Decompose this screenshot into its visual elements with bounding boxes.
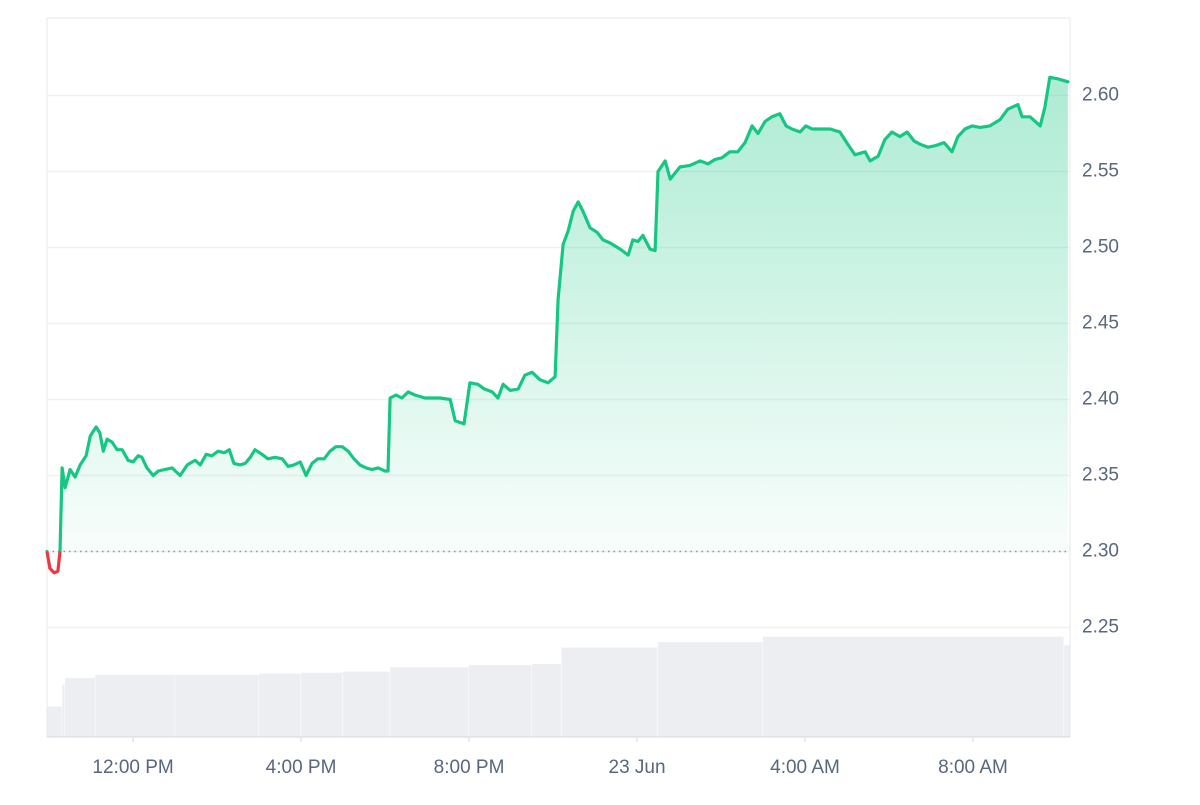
volume-bar (532, 663, 561, 737)
x-tick-label: 23 Jun (609, 757, 666, 778)
volume-bar (469, 665, 532, 737)
x-tick-label: 4:00 AM (770, 757, 840, 778)
volume-bar (65, 678, 95, 737)
x-tick-label: 12:00 PM (92, 757, 173, 778)
plot-layer (45, 75, 1070, 575)
y-tick-label: 2.55 (1082, 161, 1119, 182)
volume-bar (343, 671, 390, 737)
volume-bar (390, 667, 469, 737)
volume-bar (1064, 645, 1070, 737)
y-tick-label: 2.40 (1082, 389, 1119, 410)
y-tick-label: 2.25 (1082, 617, 1119, 638)
volume-bar (658, 642, 763, 737)
y-tick-label: 2.30 (1082, 541, 1119, 562)
y-tick-label: 2.35 (1082, 465, 1119, 486)
volume-bar (62, 684, 65, 737)
volume-bar (47, 706, 62, 737)
x-tick-label: 4:00 PM (266, 757, 337, 778)
volume-bar (763, 636, 1064, 737)
label-layer: 2.25 2.30 2.35 2.40 2.45 2.50 2.55 2.60 12:00 PM… (92, 85, 1119, 778)
volume-bar (561, 647, 658, 737)
volume-bar (259, 673, 301, 737)
y-tick-label: 2.60 (1082, 85, 1119, 106)
volume-layer (47, 636, 1070, 737)
y-tick-label: 2.45 (1082, 313, 1119, 334)
x-tick-label: 8:00 PM (434, 757, 505, 778)
volume-bar (95, 674, 175, 737)
volume-bar (175, 674, 259, 737)
price-line (45, 75, 1070, 575)
volume-bar (301, 672, 343, 737)
x-tick-label: 8:00 AM (938, 757, 1008, 778)
y-tick-label: 2.50 (1082, 237, 1119, 258)
